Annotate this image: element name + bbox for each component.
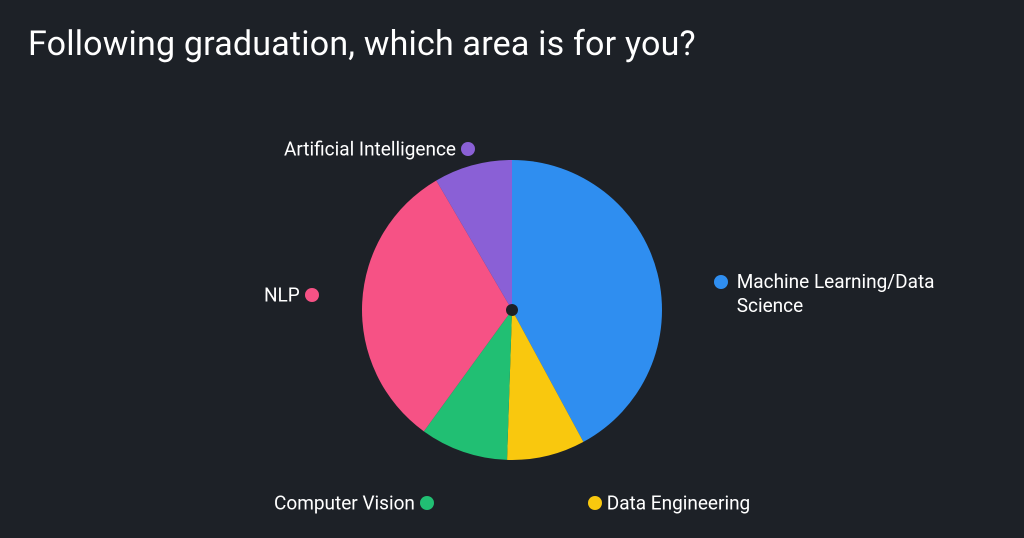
legend-label: Artificial Intelligence <box>284 137 456 160</box>
legend-dot <box>588 496 602 510</box>
legend-item: NLP <box>264 282 319 306</box>
legend-dot <box>714 275 728 289</box>
legend-dot <box>305 288 319 302</box>
legend-label: Data Engineering <box>607 491 751 514</box>
legend-label: NLP <box>264 283 300 306</box>
chart-title: Following graduation, which area is for … <box>28 24 696 64</box>
legend-item: Computer Vision <box>274 490 434 514</box>
pie-hub <box>506 304 518 316</box>
legend-item: Machine Learning/Data Science <box>714 270 957 318</box>
legend-item: Data Engineering <box>588 490 750 514</box>
legend-dot <box>420 496 434 510</box>
legend-label: Computer Vision <box>274 491 415 514</box>
legend-label: Machine Learning/Data Science <box>737 270 957 318</box>
legend-dot <box>461 142 475 156</box>
chart-area: Machine Learning/Data Science Data Engin… <box>0 100 1024 520</box>
legend-item: Artificial Intelligence <box>284 136 475 160</box>
